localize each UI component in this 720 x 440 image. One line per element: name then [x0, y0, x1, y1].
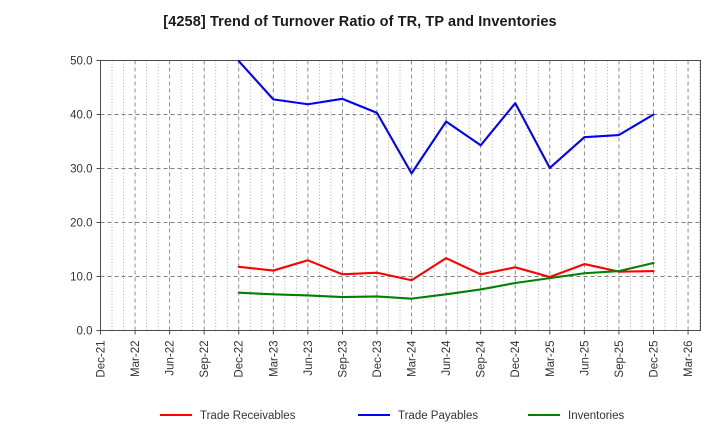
legend-item-label: Inventories — [568, 410, 625, 422]
x-axis-tick-label: Dec-24 — [510, 340, 522, 378]
y-tick-marks — [96, 60, 101, 331]
x-axis-tick-label: Jun-24 — [441, 340, 453, 376]
series-line — [237, 59, 655, 175]
y-tick-labels: 0.0 10.0 20.0 30.0 40.0 50.0 — [70, 56, 92, 338]
x-axis-tick-label: Sep-24 — [476, 340, 488, 378]
y-axis-tick-label: 0.0 — [77, 326, 93, 338]
series-line — [237, 261, 655, 300]
series-line — [237, 257, 655, 282]
chart-title: [4258] Trend of Turnover Ratio of TR, TP… — [163, 14, 557, 30]
chart-legend: Trade Receivables Trade Payables Inventori… — [160, 410, 625, 422]
x-axis-tick-label: Jun-22 — [165, 341, 177, 376]
x-axis-tick-label: Mar-23 — [268, 341, 280, 377]
data-series — [237, 59, 655, 300]
y-axis-tick-label: 50.0 — [70, 56, 92, 68]
y-axis-tick-label: 10.0 — [70, 272, 92, 284]
x-tick-marks — [100, 330, 689, 335]
legend-item-label: Trade Payables — [398, 410, 478, 422]
x-axis-tick-label: Sep-22 — [199, 341, 211, 378]
y-axis-gridlines — [100, 60, 701, 277]
x-axis-tick-label: Mar-24 — [407, 340, 419, 377]
axis-frame — [100, 60, 701, 331]
y-axis-tick-label: 20.0 — [70, 218, 92, 230]
x-axis-tick-label: Mar-22 — [130, 341, 142, 377]
x-axis-tick-label: Jun-25 — [579, 341, 591, 376]
x-axis-tick-label: Sep-23 — [337, 341, 349, 378]
y-axis-tick-label: 40.0 — [70, 110, 92, 122]
x-axis-tick-label: Dec-21 — [96, 341, 108, 378]
legend-item-label: Trade Receivables — [200, 410, 296, 422]
x-axis-tick-label: Mar-26 — [683, 341, 695, 377]
x-axis-tick-label: Dec-25 — [648, 341, 660, 378]
minor-gridlines — [111, 60, 700, 331]
x-tick-labels: Dec-21 Mar-22 Jun-22 Sep-22 Dec-22 Mar-23 Jun-… — [96, 340, 696, 378]
x-axis-tick-label: Dec-22 — [234, 341, 246, 378]
x-axis-tick-label: Dec-23 — [372, 341, 384, 378]
major-gridlines — [134, 60, 689, 331]
x-axis-tick-label: Jun-23 — [303, 341, 315, 376]
x-axis-tick-label: Sep-25 — [614, 341, 626, 378]
x-axis-tick-label: Mar-25 — [545, 341, 557, 377]
y-axis-tick-label: 30.0 — [70, 164, 92, 176]
